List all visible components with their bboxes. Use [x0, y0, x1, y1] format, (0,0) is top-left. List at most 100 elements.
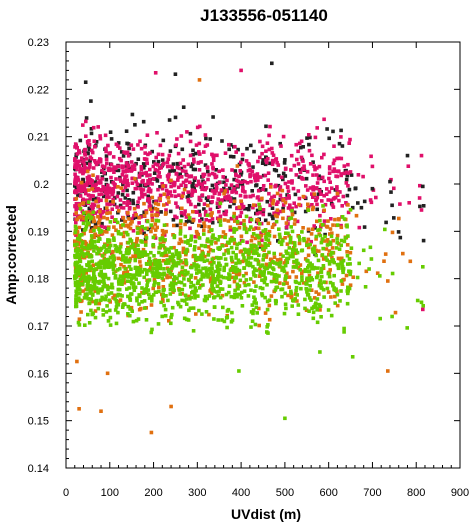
- data-point: [197, 308, 201, 313]
- data-point: [119, 186, 124, 190]
- data-point: [324, 255, 328, 260]
- data-point: [160, 186, 165, 191]
- y-axis-label: Amp:corrected: [3, 205, 19, 305]
- data-point: [170, 257, 175, 261]
- data-point: [111, 296, 115, 300]
- data-point: [210, 200, 214, 204]
- data-point: [86, 246, 90, 251]
- data-point: [172, 288, 176, 293]
- data-point: [109, 175, 113, 180]
- data-point: [116, 209, 121, 213]
- data-point: [216, 293, 221, 298]
- data-point: [322, 152, 326, 157]
- data-point: [203, 213, 208, 217]
- data-point: [167, 200, 171, 204]
- data-point: [86, 213, 91, 217]
- data-point: [170, 305, 175, 310]
- data-point: [119, 205, 124, 210]
- data-point: [96, 306, 101, 311]
- data-point: [100, 192, 104, 196]
- data-point: [90, 284, 95, 289]
- data-point: [315, 181, 320, 185]
- data-point: [121, 234, 126, 239]
- data-point: [369, 257, 374, 261]
- data-point: [158, 266, 162, 271]
- data-point: [112, 263, 116, 268]
- data-point: [250, 234, 255, 239]
- data-point: [184, 251, 188, 255]
- data-point: [249, 179, 253, 184]
- data-point: [76, 240, 80, 244]
- data-point: [344, 170, 349, 175]
- data-point: [347, 257, 352, 261]
- data-point: [294, 265, 298, 269]
- data-point: [93, 289, 98, 294]
- data-point: [180, 194, 185, 198]
- data-point: [90, 293, 95, 297]
- data-point: [320, 199, 324, 203]
- data-point: [208, 137, 212, 141]
- data-point: [210, 183, 215, 188]
- data-point: [167, 153, 172, 158]
- data-point: [319, 192, 323, 196]
- data-point: [118, 298, 123, 302]
- data-point: [140, 286, 144, 290]
- data-point: [218, 281, 222, 285]
- data-point: [137, 281, 141, 285]
- data-point: [252, 273, 256, 277]
- data-point: [337, 198, 341, 203]
- data-point: [190, 190, 195, 195]
- data-point: [179, 183, 183, 187]
- data-point: [267, 317, 272, 322]
- data-point: [83, 323, 87, 327]
- data-point: [91, 244, 95, 249]
- data-point: [320, 175, 325, 180]
- data-point: [332, 260, 336, 265]
- data-point: [205, 237, 210, 241]
- data-point: [185, 247, 189, 252]
- data-point: [213, 236, 217, 241]
- data-point: [210, 152, 214, 157]
- data-point: [106, 227, 111, 231]
- data-point: [274, 273, 279, 278]
- data-point: [120, 192, 125, 197]
- data-point: [272, 274, 277, 279]
- data-point: [271, 198, 276, 203]
- data-point: [87, 268, 91, 272]
- data-point: [257, 253, 261, 257]
- data-point: [203, 209, 208, 214]
- data-point: [74, 155, 78, 159]
- data-point: [237, 284, 241, 288]
- data-point: [229, 239, 233, 243]
- data-point: [164, 253, 169, 258]
- data-point: [198, 213, 202, 217]
- data-point: [332, 273, 336, 278]
- data-point: [86, 151, 90, 156]
- data-point: [209, 213, 213, 218]
- data-point: [105, 230, 109, 234]
- data-point: [266, 232, 271, 236]
- data-point: [308, 162, 313, 166]
- data-point: [105, 216, 110, 221]
- data-point: [79, 267, 84, 271]
- data-point: [260, 151, 264, 156]
- data-point: [253, 257, 258, 262]
- data-point: [245, 146, 249, 151]
- data-point: [212, 153, 217, 158]
- data-point: [378, 274, 382, 278]
- data-point: [146, 194, 150, 199]
- data-point: [334, 174, 338, 178]
- data-point: [154, 218, 159, 223]
- data-point: [314, 253, 318, 258]
- data-point: [266, 156, 270, 161]
- data-point: [180, 147, 185, 152]
- data-point: [208, 276, 213, 280]
- data-point: [126, 232, 130, 237]
- data-point: [201, 266, 205, 271]
- data-point: [170, 180, 175, 185]
- data-point: [166, 191, 170, 196]
- data-point: [265, 283, 269, 287]
- data-point: [87, 321, 92, 325]
- data-point: [183, 272, 187, 277]
- data-point: [81, 170, 85, 175]
